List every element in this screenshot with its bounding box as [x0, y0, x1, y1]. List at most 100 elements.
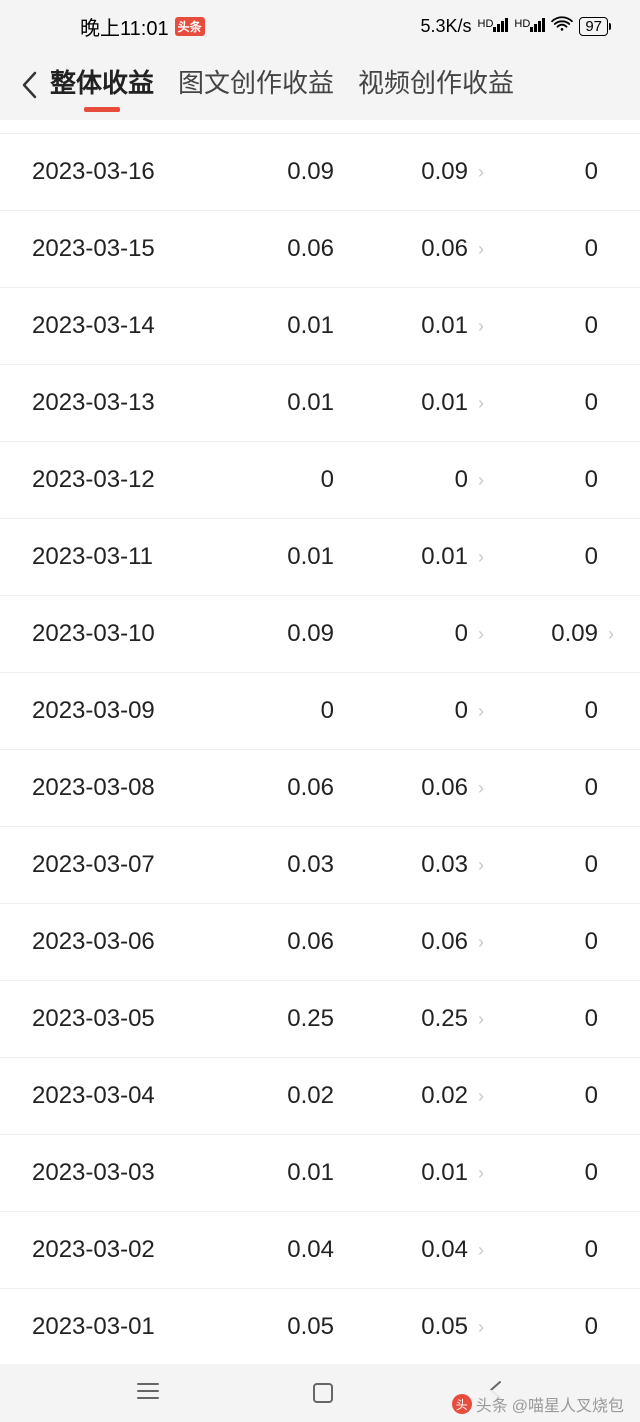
cell-total: 0.01 [218, 312, 334, 340]
table-row[interactable]: 2023-03-040.020.02›0 [0, 1058, 640, 1135]
earnings-list: 2023-03-160.090.09›02023-03-150.060.06›0… [0, 120, 640, 1366]
cell-date: 2023-03-02 [32, 1236, 218, 1264]
cell-article: 0.03› [334, 851, 484, 879]
watermark-prefix: 头条 [476, 1392, 508, 1416]
cell-date: 2023-03-08 [32, 774, 218, 802]
cell-date: 2023-03-05 [32, 1005, 218, 1033]
cell-article: 0.01› [334, 389, 484, 417]
cell-date: 2023-03-03 [32, 1159, 218, 1187]
table-row[interactable]: 2023-03-110.010.01›0 [0, 519, 640, 596]
cell-article: 0.06› [334, 928, 484, 956]
cell-video: 0 [484, 1082, 614, 1110]
cell-video: 0 [484, 928, 614, 956]
cell-video: 0 [484, 774, 614, 802]
table-row[interactable]: 2023-03-060.060.06›0 [0, 904, 640, 981]
tab-overall-earnings[interactable]: 整体收益 [50, 63, 154, 108]
table-row[interactable]: 2023-03-010.050.05›0 [0, 1289, 640, 1366]
cell-date: 2023-03-10 [32, 620, 218, 648]
table-row[interactable]: 2023-03-130.010.01›0 [0, 365, 640, 442]
chevron-right-icon: › [470, 239, 484, 260]
cell-date: 2023-03-16 [32, 158, 218, 186]
cell-article: 0› [334, 697, 484, 725]
tab-article-earnings[interactable]: 图文创作收益 [178, 63, 334, 108]
signal-hd-icon-1: HD [478, 16, 509, 37]
chevron-right-icon: › [470, 393, 484, 414]
toutiao-badge-icon: 头条 [175, 17, 205, 36]
network-speed: 5.3K/s [421, 16, 472, 37]
cell-total: 0.25 [218, 1005, 334, 1033]
chevron-right-icon: › [470, 316, 484, 337]
cell-video: 0 [484, 851, 614, 879]
chevron-right-icon: › [600, 624, 614, 645]
chevron-right-icon: › [470, 1009, 484, 1030]
chevron-right-icon: › [470, 1163, 484, 1184]
cell-total: 0.06 [218, 235, 334, 263]
table-row[interactable]: 2023-03-150.060.06›0 [0, 211, 640, 288]
cell-total: 0.09 [218, 620, 334, 648]
wifi-icon [551, 15, 573, 38]
battery-icon: 97 [579, 17, 608, 36]
chevron-right-icon: › [470, 470, 484, 491]
status-time: 晚上11:01 [80, 12, 169, 41]
list-top-spacer [0, 120, 640, 134]
cell-date: 2023-03-07 [32, 851, 218, 879]
cell-video: 0 [484, 1005, 614, 1033]
table-row[interactable]: 2023-03-080.060.06›0 [0, 750, 640, 827]
cell-total: 0.06 [218, 774, 334, 802]
cell-video: 0 [484, 1236, 614, 1264]
cell-video: 0 [484, 697, 614, 725]
cell-video: 0 [484, 1313, 614, 1341]
table-row[interactable]: 2023-03-020.040.04›0 [0, 1212, 640, 1289]
cell-video: 0.09› [484, 620, 614, 648]
cell-video: 0 [484, 1159, 614, 1187]
table-row[interactable]: 2023-03-0900›0 [0, 673, 640, 750]
chevron-right-icon: › [470, 855, 484, 876]
cell-date: 2023-03-04 [32, 1082, 218, 1110]
tab-video-earnings[interactable]: 视频创作收益 [358, 63, 514, 108]
cell-article: 0.06› [334, 235, 484, 263]
chevron-right-icon: › [470, 1317, 484, 1338]
cell-date: 2023-03-13 [32, 389, 218, 417]
nav-recent-button[interactable] [137, 1380, 159, 1406]
cell-article: 0.01› [334, 312, 484, 340]
table-row[interactable]: 2023-03-050.250.25›0 [0, 981, 640, 1058]
nav-home-button[interactable] [313, 1383, 333, 1403]
watermark-icon: 头 [452, 1394, 472, 1414]
cell-article: 0.06› [334, 774, 484, 802]
chevron-right-icon: › [470, 1240, 484, 1261]
chevron-right-icon: › [470, 547, 484, 568]
chevron-right-icon: › [470, 1086, 484, 1107]
table-row[interactable]: 2023-03-070.030.03›0 [0, 827, 640, 904]
cell-date: 2023-03-09 [32, 697, 218, 725]
cell-video: 0 [484, 158, 614, 186]
chevron-right-icon: › [470, 701, 484, 722]
cell-total: 0 [218, 466, 334, 494]
table-row[interactable]: 2023-03-1200›0 [0, 442, 640, 519]
cell-total: 0.03 [218, 851, 334, 879]
table-row[interactable]: 2023-03-030.010.01›0 [0, 1135, 640, 1212]
cell-total: 0.05 [218, 1313, 334, 1341]
cell-total: 0.01 [218, 1159, 334, 1187]
table-row[interactable]: 2023-03-140.010.01›0 [0, 288, 640, 365]
status-left: 晚上11:01 头条 [80, 12, 205, 41]
cell-total: 0.01 [218, 543, 334, 571]
table-row[interactable]: 2023-03-160.090.09›0 [0, 134, 640, 211]
table-row[interactable]: 2023-03-100.090›0.09› [0, 596, 640, 673]
cell-total: 0.04 [218, 1236, 334, 1264]
status-right: 5.3K/s HD HD 97 [421, 15, 609, 38]
cell-video: 0 [484, 389, 614, 417]
cell-article: 0.09› [334, 158, 484, 186]
cell-video: 0 [484, 235, 614, 263]
cell-date: 2023-03-01 [32, 1313, 218, 1341]
cell-video: 0 [484, 466, 614, 494]
cell-date: 2023-03-11 [32, 543, 218, 571]
cell-article: 0.01› [334, 543, 484, 571]
cell-article: 0› [334, 620, 484, 648]
cell-date: 2023-03-15 [32, 235, 218, 263]
cell-article: 0.01› [334, 1159, 484, 1187]
header: 整体收益 图文创作收益 视频创作收益 [0, 52, 640, 118]
signal-hd-icon-2: HD [514, 16, 545, 37]
chevron-right-icon: › [470, 624, 484, 645]
back-button[interactable] [8, 70, 50, 100]
cell-article: 0.25› [334, 1005, 484, 1033]
